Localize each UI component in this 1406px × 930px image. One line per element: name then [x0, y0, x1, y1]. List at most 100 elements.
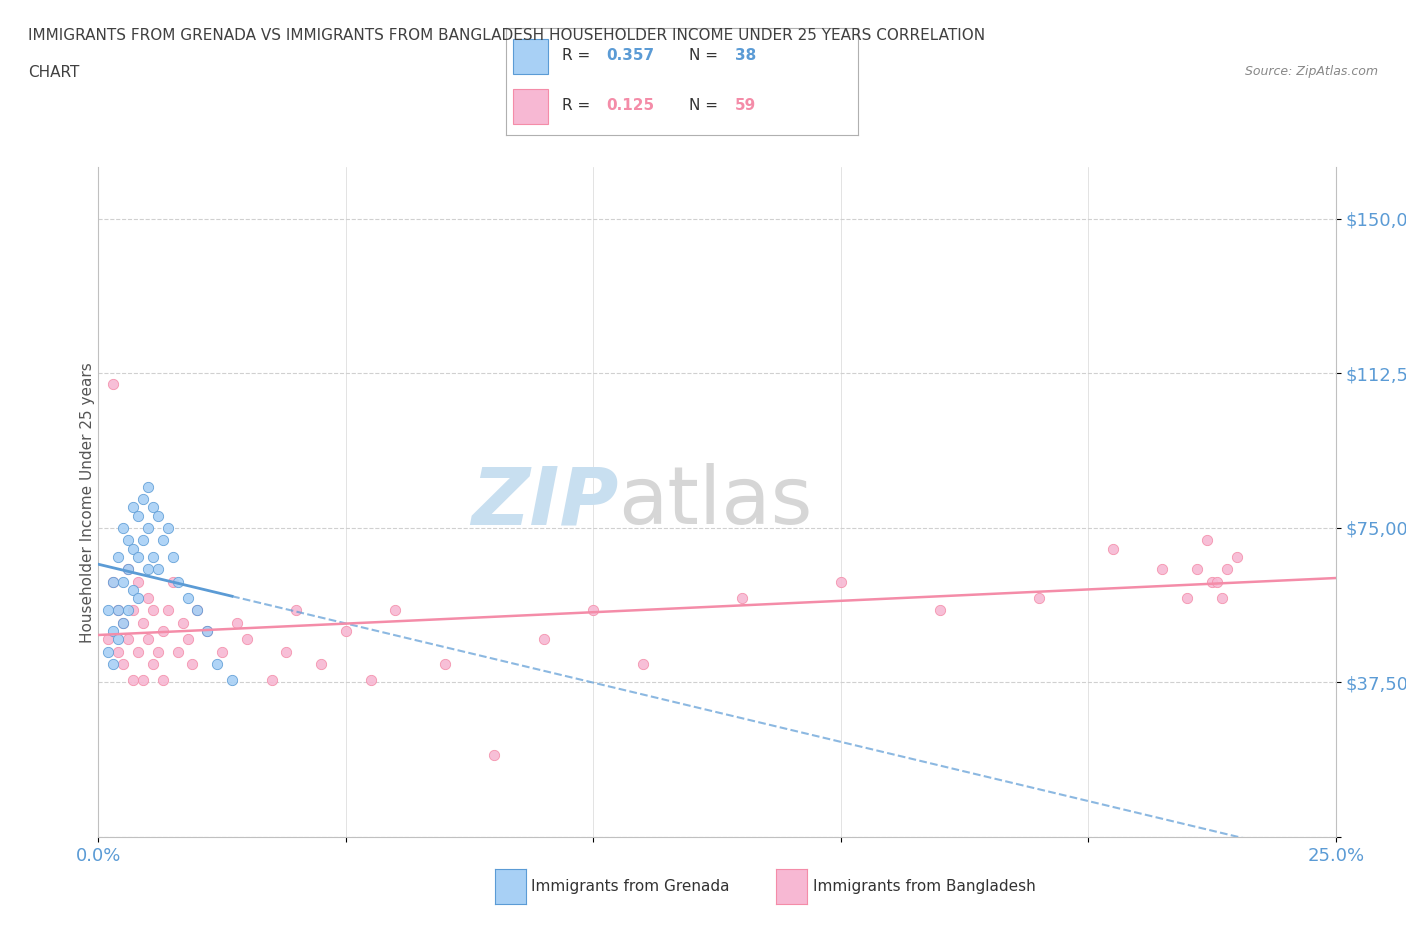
Point [127, 550, 149, 565]
Point [122, 603, 145, 618]
Point [162, 574, 184, 589]
Point [156, 603, 179, 618]
Point [112, 657, 135, 671]
Point [186, 603, 208, 618]
Point [103, 574, 125, 589]
Point [226, 616, 249, 631]
Point [103, 574, 125, 589]
Point [162, 550, 184, 565]
Point [181, 657, 204, 671]
Point [433, 657, 456, 671]
Point [112, 521, 135, 536]
Point [186, 603, 208, 618]
Text: Immigrants from Grenada: Immigrants from Grenada [531, 879, 730, 894]
Point [122, 582, 145, 597]
Text: N =: N = [689, 99, 723, 113]
Point [122, 673, 145, 688]
Text: R =: R = [562, 99, 596, 113]
Text: Source: ZipAtlas.com: Source: ZipAtlas.com [1244, 65, 1378, 78]
Y-axis label: Householder Income Under 25 years: Householder Income Under 25 years [80, 362, 94, 643]
Point [285, 603, 308, 618]
Point [176, 631, 198, 646]
Point [260, 673, 283, 688]
Point [122, 500, 145, 515]
Point [533, 631, 555, 646]
Point [582, 603, 605, 618]
Point [1211, 591, 1233, 605]
Point [127, 644, 149, 659]
Point [103, 623, 125, 638]
Point [97, 644, 120, 659]
Text: 0.357: 0.357 [606, 48, 654, 63]
Point [195, 623, 218, 638]
Point [117, 562, 139, 577]
Point [132, 616, 155, 631]
Point [152, 673, 174, 688]
Point [176, 591, 198, 605]
Point [136, 521, 159, 536]
Point [172, 616, 194, 631]
Point [1152, 562, 1174, 577]
Text: R =: R = [562, 48, 596, 63]
FancyBboxPatch shape [513, 89, 548, 125]
Point [107, 603, 129, 618]
Text: atlas: atlas [619, 463, 813, 541]
Point [156, 521, 179, 536]
Point [142, 550, 165, 565]
Point [136, 479, 159, 494]
Point [146, 644, 169, 659]
FancyBboxPatch shape [513, 39, 548, 73]
Point [309, 657, 332, 671]
Point [731, 591, 754, 605]
Point [1226, 550, 1249, 565]
Point [1175, 591, 1198, 605]
Text: ZIP: ZIP [471, 463, 619, 541]
Text: IMMIGRANTS FROM GRENADA VS IMMIGRANTS FROM BANGLADESH HOUSEHOLDER INCOME UNDER 2: IMMIGRANTS FROM GRENADA VS IMMIGRANTS FR… [28, 28, 986, 43]
Point [112, 616, 135, 631]
Point [152, 533, 174, 548]
Point [146, 562, 169, 577]
Text: CHART: CHART [28, 65, 80, 80]
Point [107, 644, 129, 659]
Point [107, 631, 129, 646]
Text: Immigrants from Bangladesh: Immigrants from Bangladesh [813, 879, 1035, 894]
Point [360, 673, 382, 688]
Point [1206, 574, 1229, 589]
Point [112, 574, 135, 589]
Text: 0.125: 0.125 [606, 99, 654, 113]
Point [136, 591, 159, 605]
Point [127, 508, 149, 523]
Point [166, 574, 188, 589]
Point [117, 631, 139, 646]
Point [142, 657, 165, 671]
Point [335, 623, 357, 638]
Point [122, 541, 145, 556]
Point [236, 631, 259, 646]
Point [384, 603, 406, 618]
Point [97, 631, 120, 646]
Point [195, 623, 218, 638]
Point [142, 500, 165, 515]
Point [152, 623, 174, 638]
Point [132, 492, 155, 507]
Point [103, 657, 125, 671]
Point [107, 603, 129, 618]
Point [211, 644, 233, 659]
Point [1102, 541, 1125, 556]
Point [97, 603, 120, 618]
Point [631, 657, 654, 671]
Point [112, 616, 135, 631]
Point [117, 562, 139, 577]
Point [146, 508, 169, 523]
Point [276, 644, 298, 659]
Point [142, 603, 165, 618]
Point [117, 533, 139, 548]
Point [132, 673, 155, 688]
Point [117, 603, 139, 618]
Point [205, 657, 228, 671]
Point [221, 673, 243, 688]
Point [1201, 574, 1223, 589]
Point [830, 574, 852, 589]
Point [1028, 591, 1050, 605]
Text: 59: 59 [734, 99, 756, 113]
